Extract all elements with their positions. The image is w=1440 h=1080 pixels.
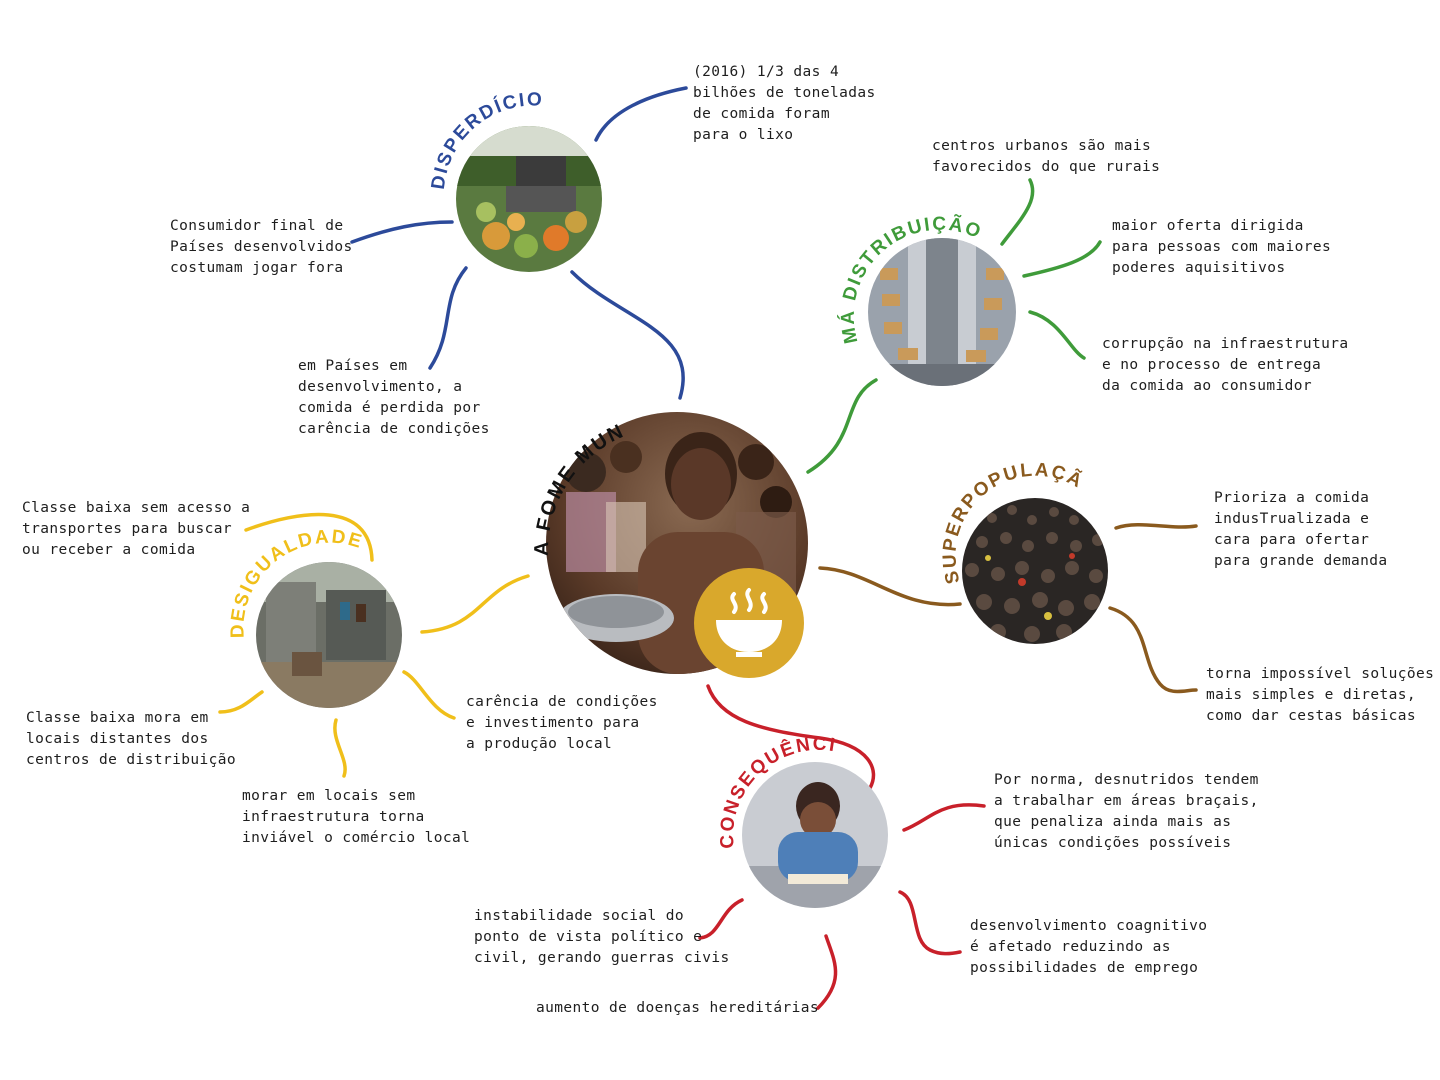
consequencias-title: CONSEQUÊNCIAS — [696, 712, 836, 849]
ma-distribuicao-title-arc: MÁ DISTRIBUIÇÃO — [837, 213, 985, 345]
superpopulacao-note-1: Prioriza a comida indusTrualizada e cara… — [1214, 490, 1388, 569]
superpopulacao-title: SUPERPOPULAÇÃO — [918, 452, 1085, 586]
center-title: A FOME MUNDIAL — [480, 356, 626, 556]
connector-consequencias-note3 — [898, 890, 962, 956]
disperdicio-note-1: (2016) 1/3 das 4 bilhões de toneladas de… — [693, 64, 876, 143]
superpopulacao-title-arc: SUPERPOPULAÇÃO — [918, 452, 1087, 586]
svg-text:MÁ DISTRIBUIÇÃO: MÁ DISTRIBUIÇÃO — [837, 213, 985, 345]
svg-text:A FOME MUNDIAL: A FOME MUNDIAL — [480, 356, 629, 556]
svg-text:DISPERDÍCIO: DISPERDÍCIO — [428, 89, 544, 190]
desigualdade-note-3: morar em locais sem infraestrutura torna… — [242, 788, 471, 846]
consequencias-note-4: aumento de doenças hereditárias — [536, 1000, 820, 1016]
ma-distribuicao-note-2: maior oferta dirigida para pessoas com m… — [1112, 218, 1332, 276]
desigualdade-note-1: Classe baixa sem acesso a transportes pa… — [22, 500, 251, 558]
consequencias-note-1: Por norma, desnutridos tendem a trabalha… — [994, 772, 1259, 851]
desigualdade-title-arc: DESIGUALDADE — [227, 526, 363, 638]
connector-consequencias-note4 — [816, 934, 838, 1010]
connector-desigualdade-note2 — [218, 690, 264, 714]
svg-text:CONSEQUÊNCIAS: CONSEQUÊNCIAS — [696, 712, 838, 849]
consequencias-title-arc: CONSEQUÊNCIAS — [696, 712, 838, 849]
center-photo-hungry-child — [546, 412, 808, 674]
ma-distribuicao-note-3: corrupção na infraestrutura e no process… — [1102, 336, 1349, 394]
ma-distribuicao-note-1: centros urbanos são mais favorecidos do … — [932, 138, 1161, 175]
connector-consequencias-center — [706, 684, 876, 790]
disperdicio-title-arc: DISPERDÍCIO — [428, 89, 544, 190]
superpopulacao-note-2: torna impossível soluções mais simples e… — [1206, 666, 1435, 724]
connector-disperdicio-note2 — [350, 220, 454, 244]
connector-ma-distribuicao-note3 — [1028, 310, 1086, 360]
connector-consequencias-note1 — [902, 803, 986, 832]
desigualdade-photo-slum — [256, 562, 402, 708]
connector-disperdicio-center — [570, 270, 685, 400]
center-title-arc: A FOME MUNDIAL — [480, 356, 629, 556]
disperdicio-note-3: em Países em desenvolvimento, a comida é… — [298, 358, 490, 437]
connector-disperdicio-note3 — [428, 266, 468, 370]
disperdicio-note-2: Consumidor final de Países desenvolvidos… — [170, 218, 353, 276]
connector-superpopulacao-note1 — [1114, 523, 1198, 530]
consequencias-note-2: instabilidade social do ponto de vista p… — [474, 908, 730, 966]
connector-superpopulacao-note2 — [1108, 606, 1198, 694]
connector-desigualdade-center — [420, 574, 530, 634]
ma-distribuicao-title: MÁ DISTRIBUIÇÃO — [837, 213, 983, 345]
soup-bowl-icon — [694, 568, 804, 678]
connector-consequencias-note2 — [698, 898, 744, 940]
connector-ma-distribuicao-note1 — [1000, 178, 1035, 246]
desigualdade-note-2: Classe baixa mora em locais distantes do… — [26, 710, 236, 768]
connector-desigualdade-note1 — [244, 512, 374, 562]
desigualdade-note-4: carência de condições e investimento par… — [466, 694, 658, 752]
connector-ma-distribuicao-center — [806, 378, 878, 474]
connector-disperdicio-note1 — [594, 86, 688, 142]
connector-desigualdade-note4 — [402, 670, 456, 720]
connector-superpopulacao-center — [818, 566, 962, 607]
disperdicio-title: DISPERDÍCIO — [428, 89, 542, 190]
consequencias-photo-tired-student — [742, 762, 888, 908]
connector-ma-distribuicao-note2 — [1022, 240, 1102, 278]
consequencias-note-3: desenvolvimento coagnitivo é afetado red… — [970, 918, 1208, 976]
svg-text:SUPERPOPULAÇÃO: SUPERPOPULAÇÃO — [918, 452, 1087, 586]
connector-desigualdade-note3 — [333, 718, 347, 778]
